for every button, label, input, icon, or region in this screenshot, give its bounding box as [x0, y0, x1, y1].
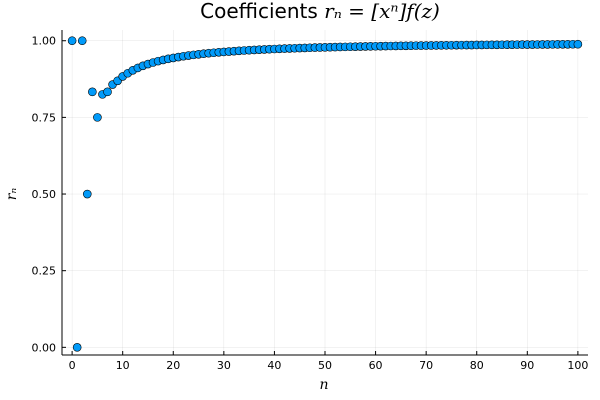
- data-point: [77, 36, 87, 46]
- data-point: [82, 189, 92, 199]
- data-point: [103, 87, 112, 97]
- data-point: [93, 113, 102, 122]
- x-tick-label: 30: [217, 359, 231, 372]
- data-points: [67, 36, 583, 352]
- ticks: 0 10 20 30 40 50 60 70 80 90 100 0.00 0.25 0.50 0.75 1.…: [32, 35, 589, 372]
- grid: [62, 30, 588, 355]
- data-point: [573, 39, 583, 49]
- data-point: [88, 87, 97, 97]
- chart-title: Coefficients rₙ = [xⁿ]f(z): [200, 0, 440, 23]
- x-tick-label: 70: [419, 359, 433, 372]
- x-tick-label: 90: [520, 359, 534, 372]
- x-tick-label: 80: [470, 359, 484, 372]
- data-point: [72, 343, 82, 352]
- y-axis-label: rₙ: [4, 187, 20, 200]
- x-tick-label: 50: [318, 359, 332, 372]
- x-tick-label: 20: [166, 359, 180, 372]
- x-tick-label: 100: [567, 359, 588, 372]
- y-tick-label: 1.00: [32, 35, 57, 48]
- y-tick-label: 0.00: [32, 341, 57, 354]
- x-tick-label: 0: [69, 359, 76, 372]
- y-tick-label: 0.75: [32, 111, 57, 124]
- y-tick-label: 0.50: [32, 188, 57, 201]
- x-tick-label: 60: [369, 359, 383, 372]
- chart-title-math: rₙ = [xⁿ]f(z): [324, 0, 440, 23]
- data-point: [67, 36, 77, 46]
- x-axis-label: n: [319, 377, 328, 393]
- x-tick-label: 40: [267, 359, 281, 372]
- chart-title-prefix: Coefficients: [200, 0, 324, 23]
- y-tick-label: 0.25: [32, 265, 57, 278]
- x-tick-label: 10: [116, 359, 130, 372]
